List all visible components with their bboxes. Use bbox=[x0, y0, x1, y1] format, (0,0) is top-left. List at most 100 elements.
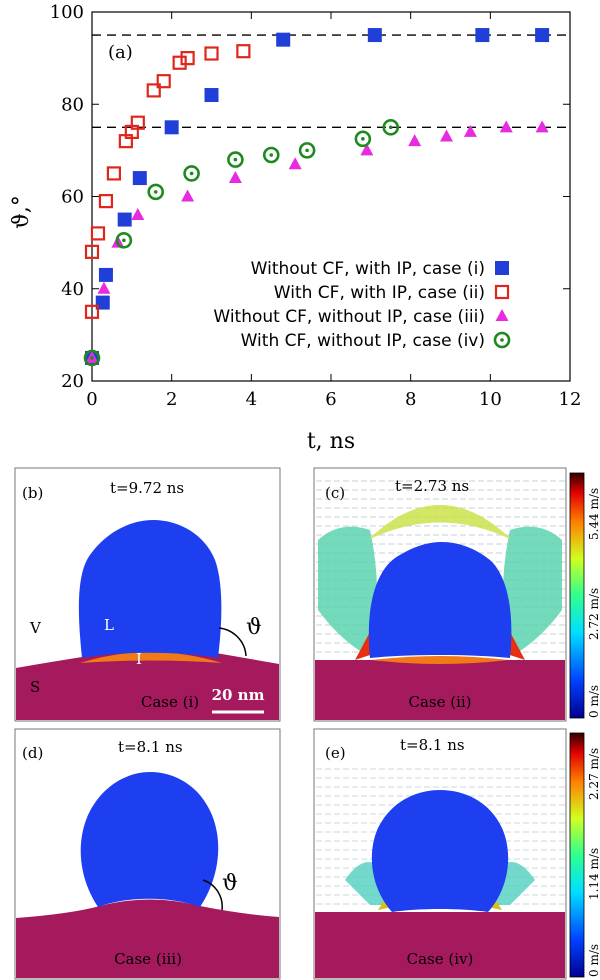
series-0-point-8 bbox=[367, 28, 382, 43]
panel-e-droplet bbox=[371, 790, 509, 912]
legend-marker-2 bbox=[495, 309, 509, 321]
legend: Without CF, with IP, case (i) With CF, wi… bbox=[213, 259, 511, 351]
panel-e-case: Case (iv) bbox=[407, 950, 474, 968]
series-0-point-4 bbox=[132, 171, 147, 186]
panel-c-droplet bbox=[368, 542, 512, 658]
y-tick-label: 20 bbox=[61, 371, 84, 392]
panel-d-droplet bbox=[80, 772, 219, 907]
x-tick-label: 12 bbox=[559, 389, 582, 410]
panel-d-solid bbox=[16, 899, 279, 978]
panel-b-droplet bbox=[78, 520, 222, 658]
y-axis-ticks: 20 40 60 80 100 bbox=[50, 2, 570, 392]
series-1-point-0 bbox=[84, 304, 100, 319]
series-1-point-13 bbox=[236, 44, 251, 59]
series-1-point-2 bbox=[90, 226, 106, 241]
panel-d-angle-arc bbox=[202, 879, 223, 911]
panel-d-case: Case (iii) bbox=[114, 950, 182, 968]
series-1-point-7 bbox=[130, 115, 145, 130]
panel-b-label: (b) bbox=[22, 484, 43, 502]
series-2-point-9 bbox=[440, 129, 454, 142]
series-2-point-12 bbox=[535, 120, 549, 133]
panel-c-colorbar-max: 5.44 m/s bbox=[587, 488, 600, 540]
series-3-point-8 bbox=[382, 119, 400, 136]
panel-b-case: Case (i) bbox=[141, 693, 199, 711]
series-0-point-10 bbox=[535, 28, 550, 43]
data-markers bbox=[83, 28, 550, 367]
series-1-point-11 bbox=[180, 51, 195, 66]
y-tick-label: 40 bbox=[61, 279, 84, 300]
legend-marker-1 bbox=[494, 284, 510, 300]
x-axis-label: t, ns bbox=[307, 429, 355, 454]
x-tick-label: 6 bbox=[325, 389, 336, 410]
panel-c-time: t=2.73 ns bbox=[395, 477, 469, 495]
y-tick-label: 80 bbox=[61, 94, 84, 115]
series-2-point-10 bbox=[463, 124, 477, 137]
y-tick-label: 100 bbox=[50, 2, 84, 23]
series-2-point-5 bbox=[228, 171, 242, 184]
series-1-point-9 bbox=[156, 74, 171, 89]
panel-e-time: t=8.1 ns bbox=[400, 736, 465, 754]
panel-b-phase-i: I bbox=[136, 650, 142, 668]
panel-e-colorbar bbox=[569, 732, 585, 978]
panel-d-time: t=8.1 ns bbox=[118, 738, 183, 756]
x-axis-ticks: 0 2 4 6 8 10 12 bbox=[86, 12, 581, 410]
panel-c-interface bbox=[372, 656, 508, 664]
panel-b-solid bbox=[16, 649, 279, 720]
series-1-point-8 bbox=[146, 83, 161, 98]
panel-c-colorbar bbox=[569, 472, 585, 719]
panel-b-angle-symbol: ϑ bbox=[246, 615, 262, 640]
series-3-point-0 bbox=[83, 349, 101, 367]
legend-entry-2: Without CF, without IP, case (iii) bbox=[213, 307, 485, 327]
x-tick-label: 2 bbox=[166, 389, 177, 410]
series-1-point-3 bbox=[98, 194, 114, 209]
legend-entry-1: With CF, with IP, case (ii) bbox=[274, 283, 485, 303]
panel-b-phase-l: L bbox=[104, 616, 114, 634]
reference-lines bbox=[92, 34, 570, 128]
panel-b-phase-v: V bbox=[29, 619, 42, 637]
contact-angle-chart: 0 2 4 6 8 10 12 20 40 60 80 100 (a) t, ns ϑ,° With… bbox=[9, 2, 581, 454]
panel-e-label: (e) bbox=[325, 744, 346, 762]
legend-marker-0 bbox=[495, 261, 509, 275]
series-1-point-12 bbox=[204, 46, 219, 61]
panel-c-flow-top bbox=[368, 505, 512, 540]
series-0-point-6 bbox=[204, 88, 219, 103]
y-tick-label: 60 bbox=[61, 187, 84, 208]
series-3-point-5 bbox=[262, 146, 280, 164]
series-3-point-4 bbox=[227, 151, 244, 168]
series-3-point-7 bbox=[354, 130, 372, 148]
panel-c-solid bbox=[315, 660, 565, 720]
series-2-point-8 bbox=[408, 134, 422, 147]
panel-label-a: (a) bbox=[108, 42, 133, 63]
series-2-point-11 bbox=[499, 120, 513, 133]
y-axis-label: ϑ,° bbox=[9, 195, 34, 229]
panel-c-colorbar-min: 0 m/s bbox=[587, 685, 600, 718]
series-3-point-3 bbox=[183, 165, 200, 182]
series-2-point-1 bbox=[97, 281, 111, 294]
series-1-point-10 bbox=[172, 55, 187, 70]
panel-e-solid bbox=[315, 912, 565, 978]
panel-b-scale-label: 20 nm bbox=[212, 686, 265, 704]
panel-b-phase-s: S bbox=[30, 678, 40, 696]
panel-c-label: (c) bbox=[325, 484, 345, 502]
series-0-point-1 bbox=[95, 295, 110, 310]
series-1-point-4 bbox=[106, 166, 122, 181]
panel-c-case: Case (ii) bbox=[408, 693, 471, 711]
series-2-point-4 bbox=[181, 189, 195, 202]
series-0-point-3 bbox=[117, 212, 132, 227]
series-2-point-7 bbox=[360, 143, 374, 156]
series-3-point-1 bbox=[115, 232, 133, 249]
series-2-point-6 bbox=[288, 157, 302, 170]
panel-e-colorbar-min: 0 m/s bbox=[587, 944, 600, 977]
panel-b: (b) t=9.72 ns V L I S ϑ Case (i) 20 nm bbox=[14, 467, 281, 722]
panel-e-colorbar-mid: 1.14 m/s bbox=[587, 848, 600, 900]
panel-b-interface bbox=[80, 652, 222, 663]
x-tick-label: 8 bbox=[405, 389, 416, 410]
panel-e: (e) t=8.1 ns Case (iv) 2.27 m/s 1.14 m/s… bbox=[313, 728, 600, 980]
series-2-point-3 bbox=[131, 207, 145, 220]
series-1-point-1 bbox=[84, 244, 100, 259]
legend-marker-3 bbox=[493, 331, 511, 349]
series-0-point-2 bbox=[98, 267, 113, 282]
series-0-point-7 bbox=[276, 32, 291, 47]
panel-d-angle-symbol: ϑ bbox=[222, 871, 238, 896]
